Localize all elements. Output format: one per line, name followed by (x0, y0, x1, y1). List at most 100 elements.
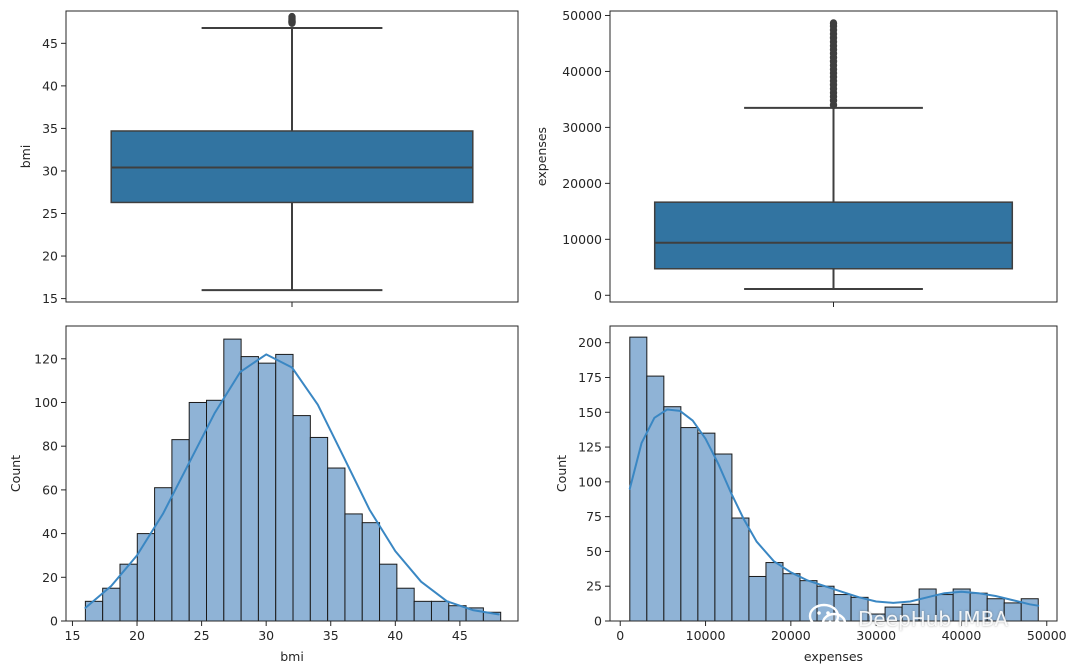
y-tick-label: 50000 (562, 8, 602, 23)
y-tick-label: 30 (42, 163, 58, 178)
y-tick-label: 175 (578, 370, 602, 385)
histogram-bar (396, 587, 415, 622)
histogram-bar (918, 588, 937, 622)
axes-frame (65, 325, 519, 622)
histogram-bar (816, 585, 835, 622)
histogram-bar (833, 594, 852, 622)
y-tick-label: 20000 (562, 176, 602, 191)
y-tick-label: 100 (34, 395, 58, 410)
expenses-box-panel: 0 10000 20000 30000 40000 50000 expenses (534, 8, 1058, 307)
kde-curve (84, 353, 500, 616)
y-tick-label: 45 (42, 36, 58, 51)
y-tick-label: 80 (42, 439, 58, 454)
x-tick-label: 50000 (1027, 628, 1067, 643)
y-axis-label: expenses (534, 127, 549, 186)
histogram-bar (327, 467, 346, 622)
y-tick-label: 60 (42, 482, 58, 497)
histogram-bar (952, 588, 971, 622)
histogram-bar (697, 432, 716, 622)
y-axis-label: Count (554, 455, 569, 492)
x-tick-label: 30 (258, 628, 274, 643)
histogram-bar (850, 596, 869, 622)
y-tick-label: 75 (586, 509, 602, 524)
y-tick-label: 120 (34, 351, 58, 366)
histogram-bar (748, 575, 767, 622)
y-tick-label: 40 (42, 526, 58, 541)
y-tick-label: 40000 (562, 64, 602, 79)
histogram-bar (84, 600, 104, 622)
histogram-bar (102, 587, 121, 622)
x-tick-label: 0 (616, 628, 624, 643)
x-tick-label: 40 (387, 628, 403, 643)
histogram-bar (136, 533, 156, 622)
outlier-point (829, 19, 838, 28)
histogram-bar (782, 573, 801, 622)
y-tick-label: 125 (578, 440, 602, 455)
histogram-bar (379, 563, 398, 622)
histogram-bar (309, 436, 329, 622)
x-axis-label: bmi (280, 649, 304, 664)
histogram-bar (257, 362, 277, 622)
histogram-bar (448, 605, 467, 622)
x-tick-label: 40000 (942, 628, 982, 643)
y-tick-label: 35 (42, 121, 58, 136)
histogram-bar (344, 513, 363, 622)
x-tick-label: 10000 (686, 628, 726, 643)
y-tick-label: 0 (50, 614, 58, 629)
y-tick-label: 150 (578, 405, 602, 420)
x-tick-label: 35 (323, 628, 339, 643)
histogram-bar (223, 338, 242, 622)
histogram-bar (714, 453, 733, 622)
histogram-bar (969, 592, 988, 622)
y-tick-label: 25 (586, 579, 602, 594)
histogram-bar (206, 399, 225, 622)
histogram-bar (799, 580, 818, 622)
y-tick-label: 100 (578, 474, 602, 489)
y-tick-label: 15 (42, 291, 58, 306)
histogram-bar (361, 522, 381, 622)
y-tick-label: 30000 (562, 120, 602, 135)
histogram-bar (935, 594, 954, 622)
histogram-bar (292, 415, 311, 622)
x-axis-label: expenses (804, 649, 863, 664)
expenses-hist-panel: 0 25 50 75 100 125 150 175 200 0 10000 20000 30000 40… (554, 325, 1067, 664)
histogram-bar (884, 606, 903, 622)
y-tick-label: 50 (586, 544, 602, 559)
x-tick-label: 30000 (856, 628, 896, 643)
histogram-bar (901, 603, 920, 622)
histogram-bar (240, 356, 259, 622)
kde-curve (628, 408, 1040, 607)
histogram-bar (413, 600, 432, 622)
y-tick-label: 10000 (562, 232, 602, 247)
x-tick-label: 45 (452, 628, 468, 643)
y-tick-label: 20 (42, 249, 58, 264)
histogram-bar (275, 353, 294, 622)
axes-frame (609, 10, 1058, 303)
y-axis-label: bmi (18, 145, 33, 169)
x-tick-label: 15 (65, 628, 81, 643)
bmi-hist-panel: 0 20 40 60 80 100 120 15 20 25 30 35 40 45 Count bmi (8, 325, 519, 664)
x-tick-label: 25 (194, 628, 210, 643)
axes-frame (65, 10, 519, 303)
histogram-bar (765, 562, 784, 622)
histogram-bar (154, 487, 173, 622)
y-tick-label: 200 (578, 335, 602, 350)
y-tick-label: 0 (594, 614, 602, 629)
y-axis-label: Count (8, 455, 23, 492)
histogram-bar (986, 598, 1005, 622)
histogram-bar (731, 517, 750, 622)
x-tick-label: 20 (129, 628, 145, 643)
bmi-box-panel: 15 20 25 30 35 40 45 bmi (18, 10, 519, 307)
x-tick-label: 20000 (771, 628, 811, 643)
outlier-point (288, 12, 296, 22)
histogram-bar (663, 406, 682, 622)
y-tick-label: 0 (594, 288, 602, 303)
histogram-bar (1003, 602, 1022, 622)
histogram-bar (680, 427, 699, 622)
histogram-bar (867, 613, 886, 622)
iqr-box (653, 201, 1014, 270)
histogram-bar (430, 600, 450, 622)
y-tick-label: 40 (42, 78, 58, 93)
y-tick-label: 20 (42, 570, 58, 585)
